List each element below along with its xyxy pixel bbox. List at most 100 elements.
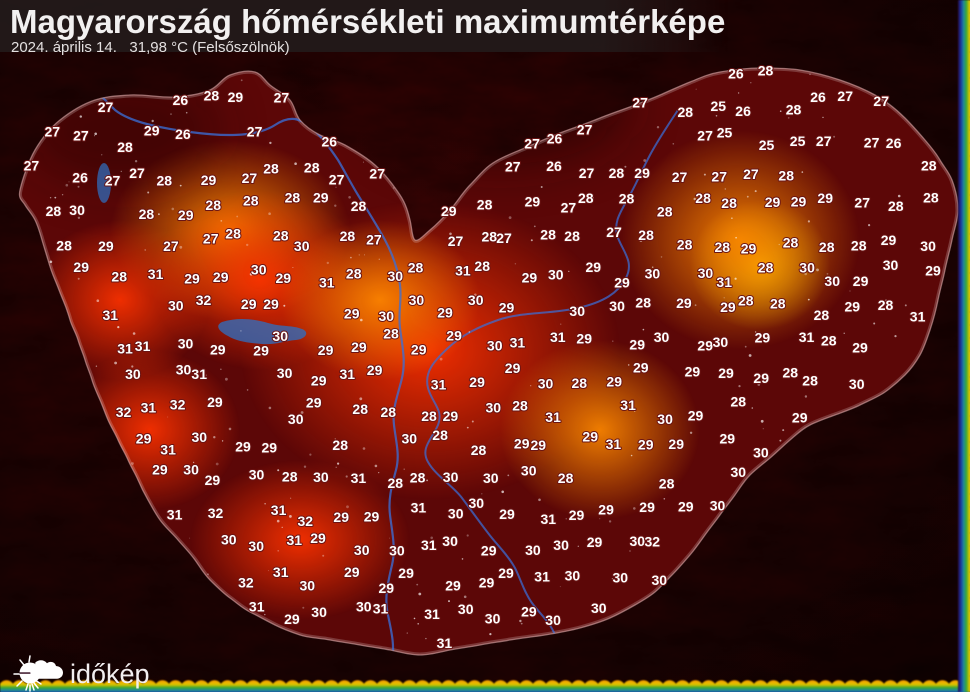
svg-text:29: 29: [262, 440, 278, 456]
svg-text:29: 29: [676, 295, 692, 311]
svg-text:27: 27: [854, 195, 870, 211]
svg-text:26: 26: [735, 103, 751, 119]
svg-text:28: 28: [205, 197, 221, 213]
svg-text:27: 27: [606, 224, 622, 240]
svg-text:29: 29: [817, 190, 833, 206]
svg-text:28: 28: [558, 470, 574, 486]
svg-text:30: 30: [221, 532, 237, 548]
svg-text:30: 30: [272, 328, 288, 344]
svg-text:30: 30: [300, 578, 316, 594]
svg-text:29: 29: [205, 472, 221, 488]
svg-text:28: 28: [786, 101, 802, 117]
svg-text:30: 30: [402, 431, 418, 447]
svg-text:28: 28: [482, 229, 498, 245]
svg-text:27: 27: [711, 169, 727, 185]
svg-text:30: 30: [548, 266, 564, 282]
svg-text:30: 30: [442, 533, 458, 549]
svg-text:31: 31: [620, 397, 636, 413]
svg-text:28: 28: [332, 437, 348, 453]
svg-text:28: 28: [923, 189, 939, 205]
svg-text:29: 29: [629, 337, 645, 353]
svg-text:29: 29: [522, 270, 538, 286]
svg-text:30: 30: [277, 365, 293, 381]
svg-text:29: 29: [634, 165, 650, 181]
svg-text:28: 28: [304, 160, 320, 176]
svg-text:28: 28: [783, 365, 799, 381]
svg-text:30: 30: [849, 376, 865, 392]
svg-text:27: 27: [247, 124, 263, 140]
svg-text:30: 30: [178, 336, 194, 352]
svg-text:30: 30: [657, 411, 673, 427]
svg-text:30: 30: [521, 463, 537, 479]
svg-text:29: 29: [481, 543, 497, 559]
svg-text:28: 28: [758, 63, 774, 79]
svg-text:31: 31: [191, 366, 207, 382]
svg-text:30: 30: [565, 568, 581, 584]
svg-text:27: 27: [366, 231, 382, 247]
svg-text:28: 28: [471, 442, 487, 458]
svg-text:27: 27: [577, 122, 593, 138]
svg-text:28: 28: [408, 260, 424, 276]
svg-text:29: 29: [614, 275, 630, 291]
svg-text:30: 30: [487, 338, 503, 354]
svg-text:28: 28: [56, 238, 72, 254]
svg-text:29: 29: [441, 203, 457, 219]
svg-text:28: 28: [352, 401, 368, 417]
svg-text:29: 29: [446, 327, 462, 343]
svg-text:28: 28: [619, 190, 635, 206]
svg-text:30: 30: [469, 495, 485, 511]
svg-text:27: 27: [73, 128, 89, 144]
svg-text:27: 27: [274, 89, 290, 105]
svg-text:31: 31: [421, 537, 437, 553]
svg-text:29: 29: [367, 362, 383, 378]
svg-text:30: 30: [294, 238, 310, 254]
svg-text:29: 29: [792, 410, 808, 426]
svg-text:31: 31: [541, 511, 557, 527]
svg-text:30: 30: [389, 542, 405, 558]
svg-text:28: 28: [512, 398, 528, 414]
svg-text:27: 27: [203, 230, 219, 246]
svg-text:28: 28: [540, 227, 556, 243]
svg-text:30: 30: [883, 257, 899, 273]
svg-text:28: 28: [851, 238, 867, 254]
svg-text:29: 29: [207, 394, 223, 410]
svg-text:29: 29: [364, 508, 380, 524]
svg-text:28: 28: [432, 427, 448, 443]
svg-text:30: 30: [485, 611, 501, 627]
svg-text:29: 29: [668, 436, 684, 452]
svg-text:29: 29: [499, 506, 515, 522]
svg-text:30: 30: [458, 601, 474, 617]
svg-text:30: 30: [799, 259, 815, 275]
svg-text:31: 31: [117, 341, 133, 357]
svg-text:29: 29: [791, 193, 807, 209]
svg-text:28: 28: [821, 333, 837, 349]
svg-text:30: 30: [920, 238, 936, 254]
svg-text:28: 28: [715, 239, 731, 255]
svg-text:30: 30: [753, 445, 769, 461]
svg-text:31: 31: [716, 274, 732, 290]
svg-text:31: 31: [167, 507, 183, 523]
svg-text:27: 27: [672, 169, 688, 185]
svg-text:30: 30: [698, 265, 714, 281]
svg-text:30: 30: [652, 572, 668, 588]
svg-text:30: 30: [288, 411, 304, 427]
svg-text:26: 26: [810, 89, 826, 105]
svg-text:25: 25: [790, 133, 806, 149]
svg-text:30: 30: [591, 600, 607, 616]
svg-text:29: 29: [306, 395, 322, 411]
svg-text:29: 29: [411, 342, 427, 358]
svg-text:29: 29: [184, 271, 200, 287]
svg-text:28: 28: [638, 227, 654, 243]
svg-text:29: 29: [741, 241, 757, 257]
svg-text:29: 29: [845, 298, 861, 314]
svg-text:29: 29: [852, 339, 868, 355]
svg-text:31: 31: [319, 275, 335, 291]
svg-text:31: 31: [799, 329, 815, 345]
svg-text:30: 30: [354, 542, 370, 558]
svg-text:27: 27: [45, 124, 61, 140]
svg-text:32: 32: [298, 513, 314, 529]
svg-text:31: 31: [534, 569, 550, 585]
svg-text:31: 31: [437, 635, 453, 651]
svg-text:29: 29: [598, 501, 614, 517]
svg-text:29: 29: [318, 342, 334, 358]
